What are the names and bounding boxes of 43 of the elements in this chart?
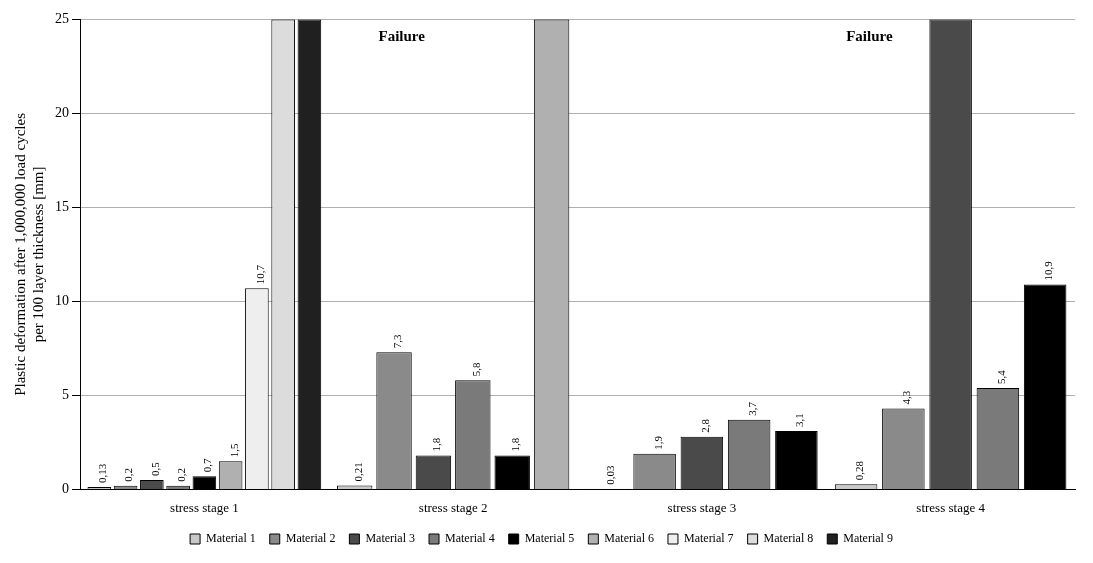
data-label: 1,8 <box>509 437 522 452</box>
data-label: 0,2 <box>122 467 135 482</box>
data-label: 1,8 <box>430 437 443 452</box>
data-label: 5,8 <box>469 362 482 377</box>
y-tick-label: 5 <box>62 387 69 403</box>
data-label: 10,7 <box>253 264 266 285</box>
x-tick-label: stress stage 4 <box>916 499 986 515</box>
data-label: 7,3 <box>390 333 403 349</box>
y-tick-label: 20 <box>55 105 69 121</box>
data-label: 5,4 <box>994 369 1007 384</box>
data-label: 1,5 <box>227 442 240 458</box>
legend-label: Material 1 <box>206 531 256 546</box>
annotation: Failure <box>846 27 893 44</box>
legend-label: Material 4 <box>445 531 495 546</box>
data-label: 3,7 <box>746 401 759 416</box>
legend-label: Material 3 <box>365 531 416 546</box>
x-tick-label: stress stage 1 <box>170 499 239 515</box>
annotation: Failure <box>378 27 426 44</box>
y-axis-title: Plastic deformation after 1,000,000 load cycles per 100 layer thickness [mm] <box>11 112 46 396</box>
y-tick-label: 10 <box>55 293 69 309</box>
y-tick-label: 15 <box>55 199 69 215</box>
data-label: 0,28 <box>852 460 865 481</box>
y-tick-label: 0 <box>62 481 69 497</box>
data-label: 1,9 <box>651 435 664 450</box>
data-label: 0,2 <box>175 467 188 482</box>
legend-label: Material 5 <box>524 531 575 546</box>
legend-label: Material 9 <box>843 531 893 546</box>
data-label: 0,7 <box>201 457 214 473</box>
data-label: 0,21 <box>351 462 364 482</box>
y-tick-label: 25 <box>55 11 69 27</box>
data-label: 3,1 <box>793 413 806 428</box>
data-label: 0,5 <box>148 461 161 476</box>
legend-label: Material 7 <box>683 531 734 546</box>
data-label: 10,9 <box>1042 260 1055 281</box>
x-tick-label: stress stage 3 <box>667 499 737 515</box>
legend-label: Material 2 <box>285 531 336 546</box>
x-tick-label: stress stage 2 <box>418 499 488 515</box>
data-label: 0,13 <box>96 463 109 483</box>
legend-label: Material 8 <box>763 531 814 546</box>
legend-label: Material 6 <box>604 531 654 546</box>
data-label: 4,3 <box>900 390 913 405</box>
data-label: 0,03 <box>604 465 617 485</box>
data-label: 2,8 <box>698 418 711 433</box>
